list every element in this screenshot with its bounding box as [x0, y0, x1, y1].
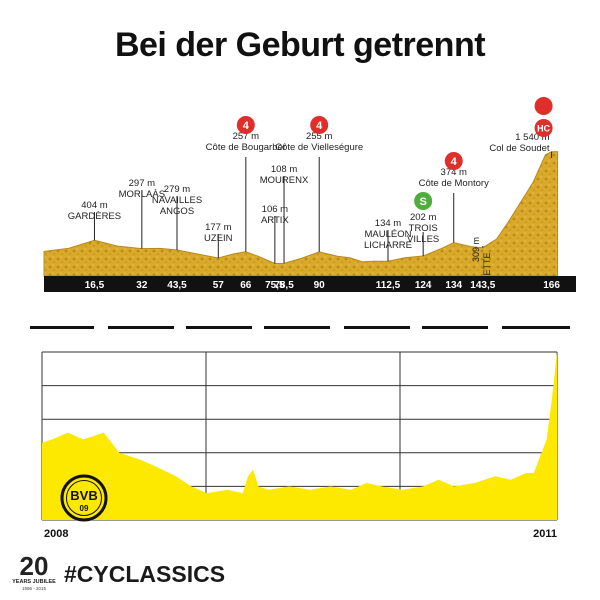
- bvb-logo-inner-ring: [66, 480, 102, 516]
- category-label: HC: [537, 124, 550, 134]
- waypoint-altitude: 134 m: [375, 218, 401, 229]
- waypoint-name: MOURENX: [260, 175, 309, 186]
- tick-label: 166: [543, 280, 560, 291]
- waypoint-altitude: 374 m: [441, 167, 467, 178]
- category-badge: [310, 116, 329, 134]
- category-label: 4: [316, 120, 323, 132]
- tick-label: 16,5: [85, 280, 105, 291]
- waypoint-name: MAULÉON: [365, 229, 412, 240]
- bvb-form-chart: BVB 09 2008 2011: [41, 351, 558, 540]
- category-label: 4: [451, 156, 458, 168]
- waypoint-altitude: 1 540 m: [515, 132, 549, 143]
- hashtag: #CYCLASSICS: [64, 561, 226, 587]
- jubilee-number: 20: [19, 551, 49, 581]
- distance-axis: [44, 276, 576, 292]
- category-label: 4: [243, 120, 250, 132]
- x-start-label: 2008: [44, 528, 68, 540]
- waypoint-altitude: 404 m: [81, 200, 107, 211]
- separator-bar: [108, 326, 174, 329]
- tick-label: 112,5: [376, 280, 401, 291]
- waypoint-name: Côte de Vielleségure: [275, 142, 363, 153]
- waypoint-altitude: 106 m: [262, 204, 288, 215]
- category-badge: [236, 116, 255, 134]
- bvb-logo-text: BVB: [70, 488, 97, 503]
- waypoint-altitude: 257 m: [233, 131, 259, 142]
- tick-label: 134: [445, 280, 462, 291]
- profile-area: [43, 151, 559, 277]
- waypoint-name: TROIS: [409, 223, 438, 234]
- waypoint-altitude: 297 m: [129, 178, 155, 189]
- separator-bar: [186, 326, 252, 329]
- category-label: S: [419, 196, 426, 208]
- jubilee-text: YEARS JUBILEE: [12, 579, 56, 585]
- tick-label: 124: [415, 280, 432, 291]
- finish-flag-icon: [534, 97, 553, 115]
- waypoint-altitude: 309 m: [471, 237, 481, 262]
- form-area: [42, 352, 557, 520]
- waypoint-name: ARETTE: [482, 252, 492, 288]
- separator-bar: [422, 326, 488, 329]
- waypoint-altitude: 177 m: [205, 222, 231, 233]
- jubilee-logo: 20 YEARS JUBILEE 1996 - 2015: [12, 552, 56, 594]
- separator-bar: [502, 326, 570, 329]
- tick-label: 75,5: [265, 280, 285, 291]
- tick-label: 90: [314, 280, 326, 291]
- page-title: Bei der Geburt getrennt: [114, 26, 486, 64]
- category-badge: [534, 119, 553, 137]
- waypoint-name: UZEIN: [204, 233, 233, 244]
- waypoint-altitude: 255 m: [306, 131, 332, 142]
- tick-label: 43,5: [167, 280, 187, 291]
- waypoint-name: MORLAÀS: [119, 189, 165, 200]
- tick-label: 57: [213, 280, 225, 291]
- waypoint-name: VILLES: [407, 234, 439, 245]
- bvb-logo-ring: [60, 474, 108, 522]
- separator-bar: [30, 326, 94, 329]
- tick-label: 143,5: [470, 280, 495, 291]
- separator-bar: [264, 326, 330, 329]
- x-end-label: 2011: [533, 528, 557, 540]
- tick-label: 78,5: [274, 280, 294, 291]
- separator-bar: [344, 326, 410, 329]
- waypoint-altitude: 279 m: [164, 184, 190, 195]
- waypoint-name: NAVAILLES: [152, 195, 202, 206]
- bvb-logo-year: 09: [80, 504, 89, 513]
- waypoint-name: Côte de Montory: [419, 178, 489, 189]
- category-badge: [444, 152, 463, 170]
- tick-label: 32: [136, 280, 148, 291]
- waypoint-name: Côte de Bougarber: [206, 142, 286, 153]
- bvb-logo: BVB 09: [60, 474, 108, 522]
- category-badge: [414, 192, 433, 210]
- tick-label: 66: [240, 280, 252, 291]
- waypoint-name: LICHARRE: [364, 240, 412, 251]
- waypoint-name: ANGOS: [160, 206, 194, 217]
- waypoint-name: ARTIX: [261, 215, 289, 226]
- waypoint-name: GARDÈRES: [68, 211, 121, 222]
- waypoint-name: Col de Soudet: [489, 143, 550, 154]
- waypoint-altitude: 202 m: [410, 212, 436, 223]
- waypoint-altitude: 108 m: [271, 164, 297, 175]
- jubilee-years: 1996 - 2015: [21, 586, 47, 591]
